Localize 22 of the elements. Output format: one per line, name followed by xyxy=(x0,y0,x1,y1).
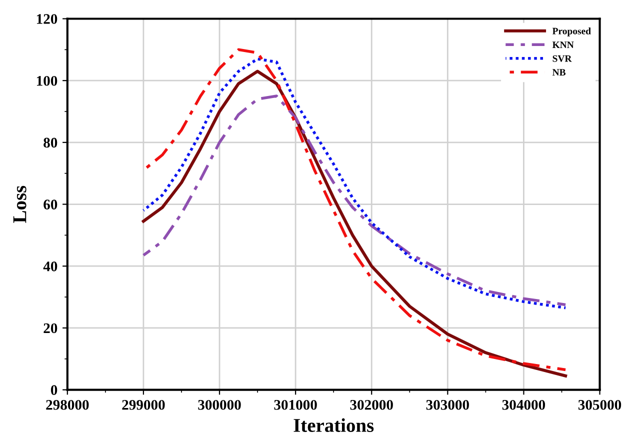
x-tick-label: 301000 xyxy=(274,400,317,410)
legend-label: NB xyxy=(552,69,566,76)
y-tick-label: 120 xyxy=(36,14,58,24)
x-tick-label: 302000 xyxy=(350,400,393,410)
y-tick-label: 40 xyxy=(43,261,58,272)
x-tick-label: 298000 xyxy=(46,400,89,410)
y-tick-label: 80 xyxy=(44,138,58,148)
line-series xyxy=(142,94,567,306)
x-tick-label: 300000 xyxy=(198,400,241,410)
y-tick-label: 60 xyxy=(44,200,58,210)
legend-label: Proposed xyxy=(552,28,591,36)
legend-label: KNN xyxy=(552,42,574,48)
y-tick-label: 0 xyxy=(50,385,58,396)
x-tick-label: 305000 xyxy=(578,400,622,410)
x-tick-label: 304000 xyxy=(502,400,546,410)
x-tick-label: 303000 xyxy=(426,400,469,410)
y-tick-label: 100 xyxy=(36,76,58,86)
x-axis-title: Iterations xyxy=(294,418,374,432)
y-axis-title: Loss xyxy=(13,186,26,223)
x-tick-label: 299000 xyxy=(122,400,165,410)
legend-label: SVR xyxy=(552,55,572,62)
y-tick-label: 20 xyxy=(44,323,58,334)
